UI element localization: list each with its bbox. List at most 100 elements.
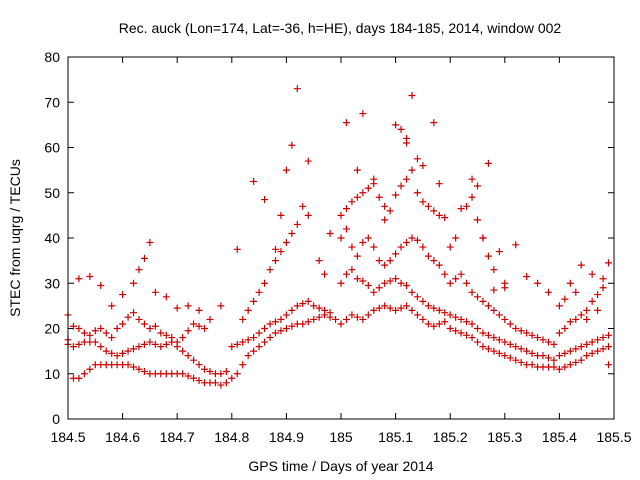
data-point: [479, 234, 487, 242]
data-point: [69, 343, 77, 351]
data-point: [495, 349, 503, 357]
data-point: [146, 338, 154, 346]
data-point: [583, 340, 591, 348]
data-point: [108, 302, 116, 310]
data-point: [271, 329, 279, 337]
data-point: [577, 261, 585, 269]
y-tick-label: 0: [52, 411, 60, 427]
data-point: [97, 343, 105, 351]
data-point: [419, 162, 427, 170]
data-point: [550, 340, 558, 348]
data-point: [490, 306, 498, 314]
data-point: [173, 338, 181, 346]
data-point: [277, 315, 285, 323]
data-point: [261, 196, 269, 204]
data-point: [97, 325, 105, 332]
data-point: [484, 345, 492, 353]
data-point: [501, 284, 509, 292]
data-point: [250, 297, 258, 305]
data-point: [140, 254, 148, 262]
data-point: [463, 318, 471, 326]
data-point: [184, 372, 192, 380]
data-point: [566, 361, 574, 369]
data-point: [430, 322, 438, 330]
data-point: [282, 325, 290, 332]
data-point: [261, 338, 269, 346]
data-point: [321, 270, 329, 278]
data-point: [130, 279, 138, 287]
data-point: [468, 193, 476, 201]
data-point: [452, 275, 460, 283]
data-point: [244, 336, 252, 344]
data-point: [435, 211, 443, 219]
data-point: [261, 325, 269, 332]
data-point: [386, 277, 394, 285]
data-point: [135, 266, 143, 274]
data-point: [408, 91, 416, 99]
data-point: [69, 322, 77, 330]
data-point: [353, 275, 361, 283]
data-point: [561, 295, 569, 303]
data-point: [424, 302, 432, 310]
data-point: [474, 216, 481, 224]
data-point: [577, 343, 585, 351]
data-point: [184, 327, 192, 335]
data-point: [599, 284, 607, 292]
data-point: [364, 234, 372, 242]
data-point: [474, 182, 481, 190]
data-point: [348, 243, 356, 251]
data-point: [397, 125, 405, 133]
data-point: [528, 331, 536, 339]
data-point: [217, 370, 225, 378]
data-point: [184, 352, 192, 360]
data-point: [282, 311, 290, 319]
chart-title: Rec. auck (Lon=174, Lat=-36, h=HE), days…: [119, 20, 562, 36]
data-point: [413, 293, 421, 301]
data-point: [375, 284, 383, 292]
data-point: [517, 345, 525, 353]
data-point: [255, 343, 263, 351]
data-point: [190, 320, 198, 328]
data-point: [113, 325, 121, 332]
data-point: [572, 288, 580, 296]
data-point: [80, 329, 88, 337]
plot-frame: [67, 56, 615, 420]
data-point: [408, 288, 416, 296]
data-point: [555, 302, 563, 310]
data-point: [392, 191, 400, 199]
data-point: [381, 261, 389, 269]
data-point: [555, 329, 563, 337]
data-point: [435, 261, 443, 269]
data-point: [446, 243, 454, 251]
data-point: [403, 302, 411, 310]
data-point: [468, 175, 476, 183]
x-tick-label: 185.3: [487, 429, 522, 445]
data-point: [304, 157, 312, 165]
data-point: [528, 349, 536, 357]
data-point: [370, 175, 378, 183]
data-point: [386, 304, 394, 312]
data-point: [119, 291, 127, 299]
x-tick-label: 185.4: [542, 429, 577, 445]
data-point: [337, 279, 345, 287]
data-point: [124, 361, 132, 369]
data-point: [583, 306, 591, 314]
data-point: [184, 302, 192, 310]
data-point: [463, 202, 471, 210]
data-point: [195, 322, 203, 330]
data-point: [173, 304, 181, 312]
data-point: [479, 297, 487, 305]
data-point: [441, 318, 449, 326]
data-point: [337, 320, 345, 328]
x-axis-label: GPS time / Days of year 2014: [248, 458, 433, 474]
data-point: [228, 343, 236, 351]
data-point: [271, 245, 279, 253]
data-point: [419, 198, 427, 206]
data-point: [463, 279, 471, 287]
data-point: [605, 361, 613, 369]
data-point: [359, 315, 367, 323]
data-point: [310, 315, 318, 323]
data-point: [599, 334, 607, 342]
data-point: [233, 245, 241, 253]
